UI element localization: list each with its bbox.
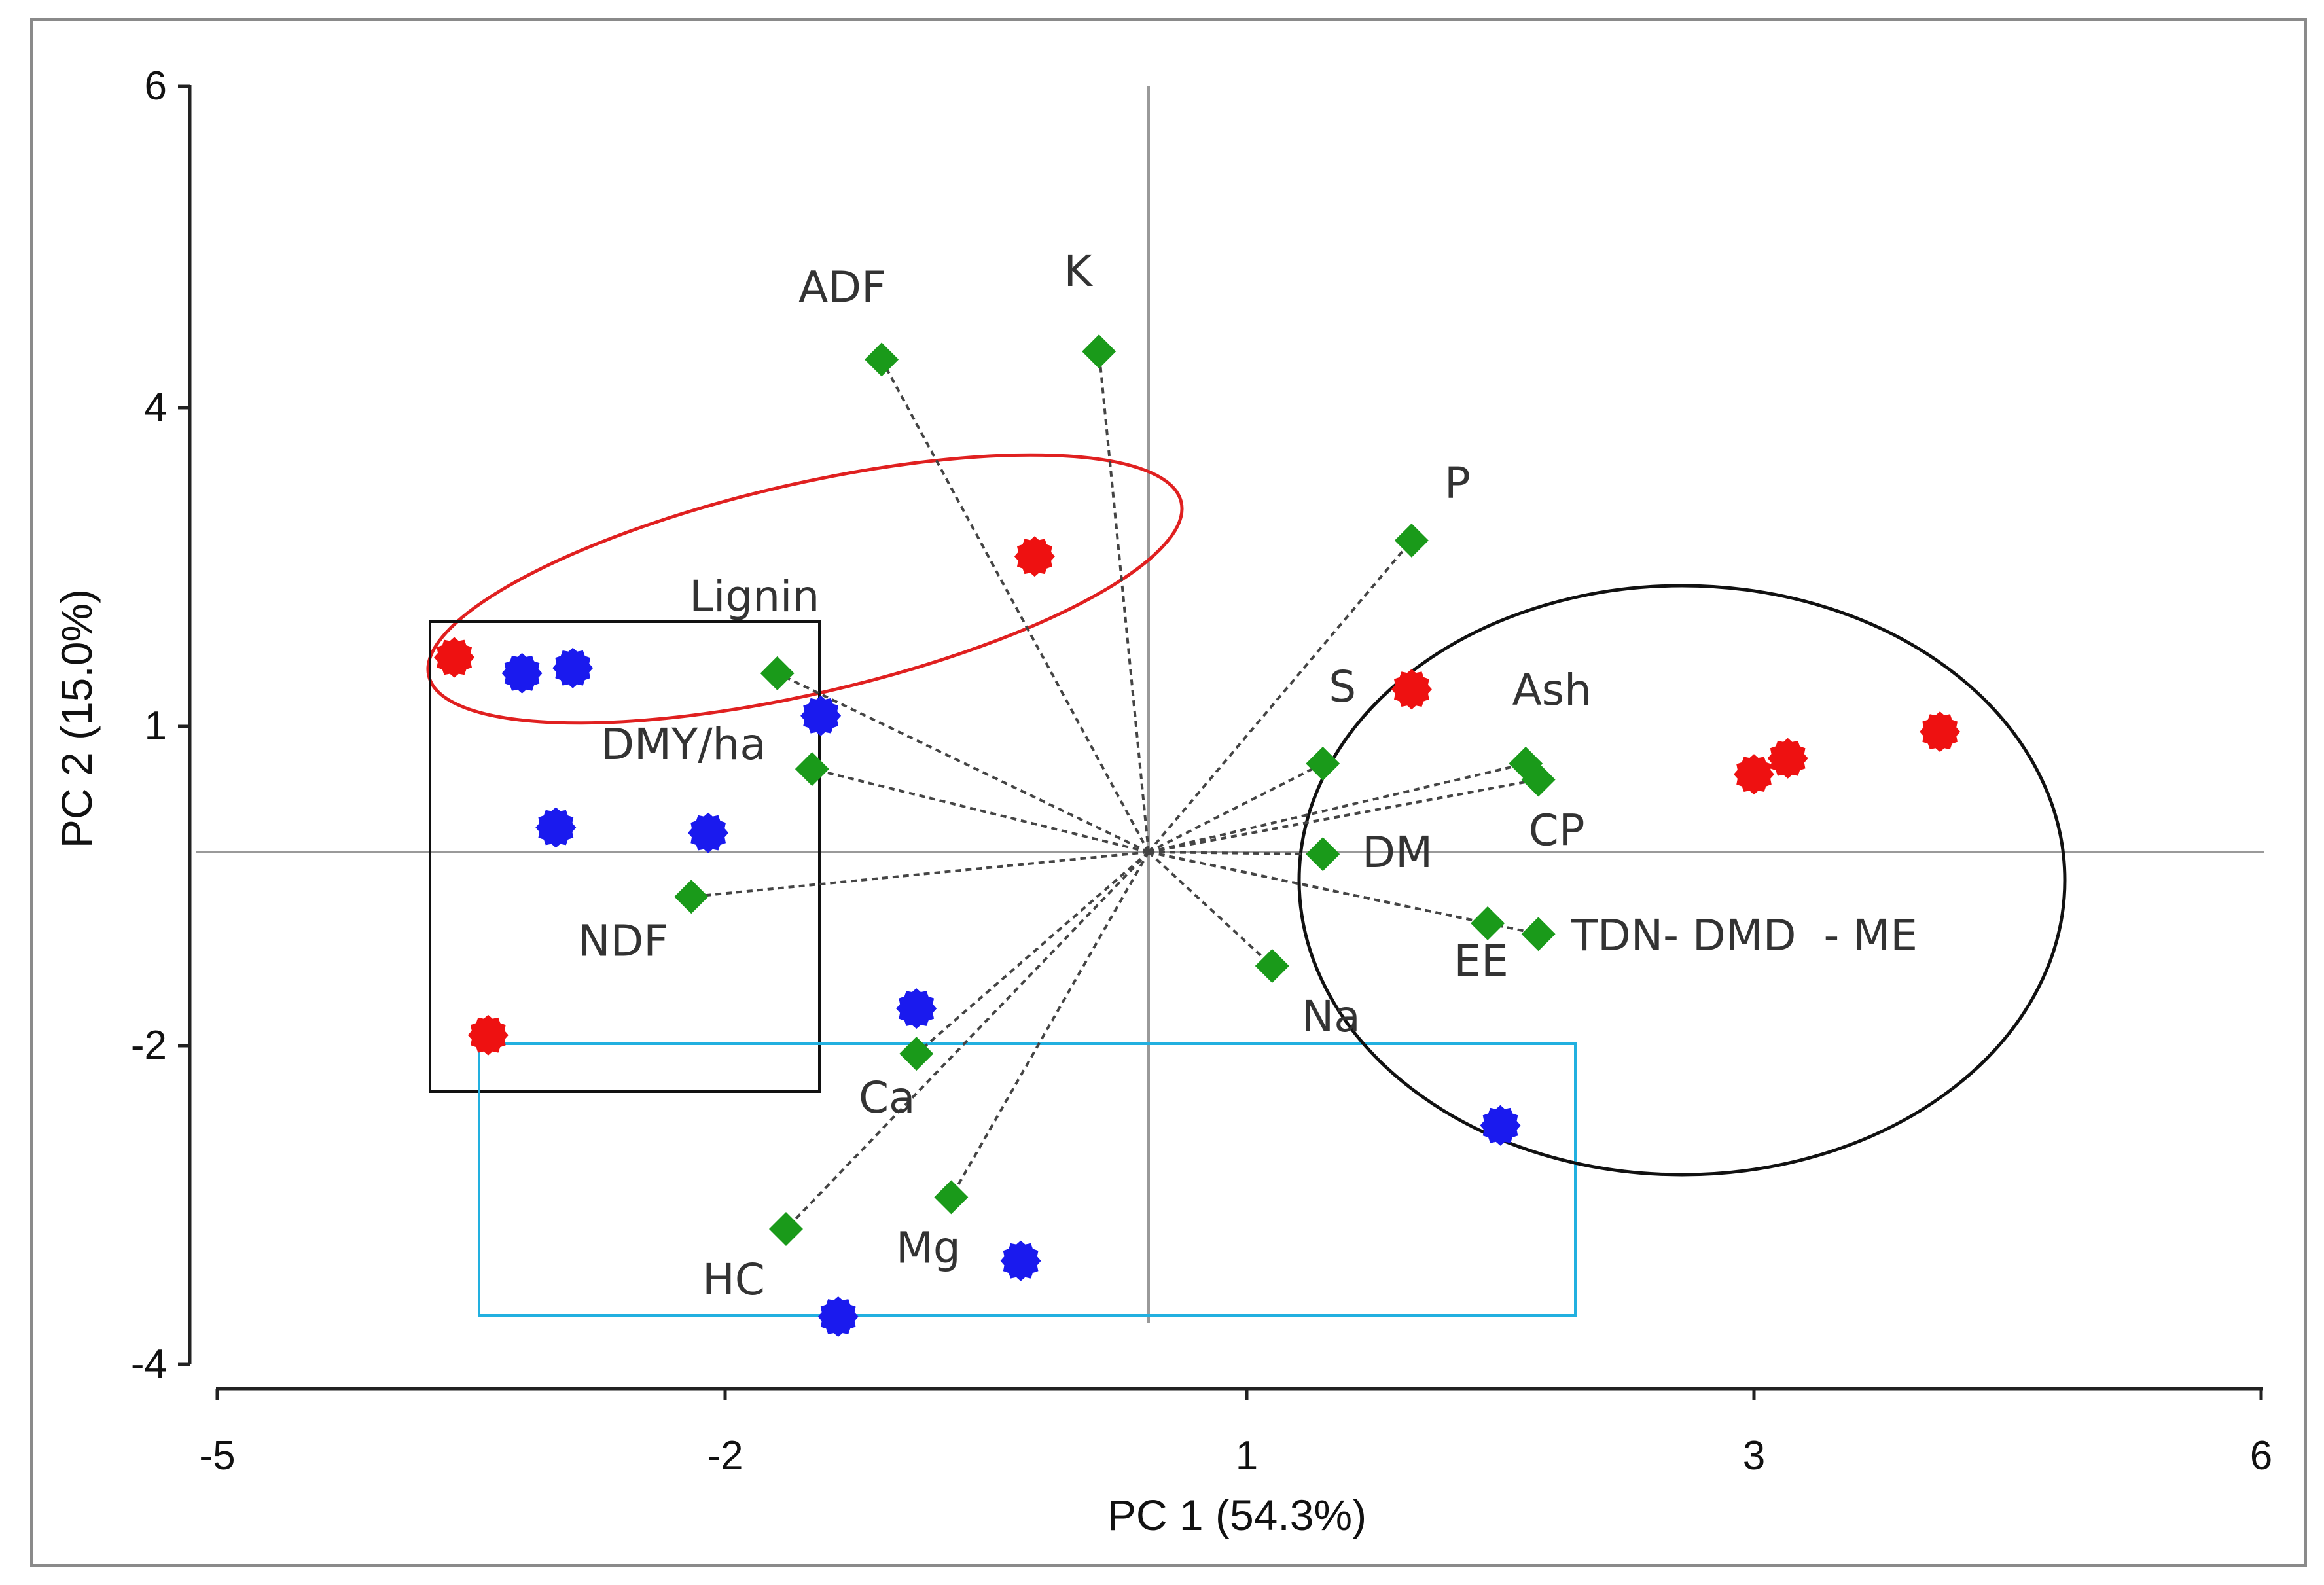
y-tick-label: 6 — [145, 63, 167, 109]
loading-label: Lignin — [689, 571, 819, 622]
loading-marker — [1082, 334, 1117, 369]
loading-marker — [1521, 917, 1556, 952]
loading-label: ADF — [798, 262, 886, 312]
loading-label: Mg — [896, 1222, 961, 1273]
blue-sample-point — [535, 807, 577, 848]
loading-label: HC — [702, 1255, 765, 1305]
blue-sample-point — [800, 695, 842, 736]
y-tick-label: -4 — [131, 1342, 167, 1387]
loading-line — [1148, 851, 1323, 856]
black-group-ellipse — [1297, 584, 2067, 1177]
y-ticks: 6 4 1 -2 -4 — [131, 63, 190, 1387]
loading-marker — [768, 1212, 803, 1247]
sample-points — [434, 536, 1961, 1337]
loading-line — [1147, 851, 1274, 967]
loading-line — [950, 851, 1150, 1198]
loading-label: TDN- DMD - ME — [1571, 910, 1918, 961]
red-sample-point — [1767, 738, 1808, 779]
loading-lines — [691, 351, 1539, 1230]
loading-line — [1148, 851, 1539, 936]
loading-line — [1147, 539, 1413, 853]
loading-marker — [1521, 762, 1556, 797]
loading-marker — [899, 1037, 934, 1071]
y-tick-label: 4 — [145, 385, 167, 430]
x-ticks: -5 -2 1 3 6 — [199, 1389, 2272, 1478]
loading-label: Ca — [859, 1073, 916, 1123]
x-tick-label: 6 — [2250, 1433, 2272, 1478]
red-sample-point — [1014, 536, 1055, 577]
x-tick-label: 3 — [1743, 1433, 1765, 1478]
x-tick-label: -5 — [199, 1433, 235, 1478]
chart-frame — [30, 18, 2307, 1567]
cyan-group-box — [478, 1042, 1577, 1317]
loading-marker — [1255, 949, 1289, 983]
loading-label: K — [1064, 246, 1094, 296]
blue-sample-point — [1480, 1105, 1521, 1146]
red-sample-point — [467, 1014, 509, 1056]
loading-marker — [934, 1180, 969, 1215]
loading-label: Ash — [1512, 665, 1592, 715]
loading-line — [1098, 351, 1150, 853]
red-sample-point — [1920, 711, 1961, 753]
grouping-annotations — [426, 453, 2067, 1317]
loading-label: CP — [1529, 805, 1585, 855]
loading-label: P — [1444, 458, 1471, 508]
loading-line — [691, 851, 1149, 899]
blue-sample-point — [1000, 1240, 1041, 1281]
y-tick-label: 1 — [145, 703, 167, 749]
loading-markers — [674, 334, 1556, 1247]
loading-marker — [865, 342, 899, 377]
loading-marker — [1306, 746, 1340, 781]
x-tick-label: 1 — [1236, 1433, 1258, 1478]
y-axis-title: PC 2 (15.0%) — [52, 589, 101, 848]
loading-label: NDF — [578, 916, 668, 966]
blue-sample-point — [688, 812, 729, 853]
blue-sample-point — [896, 988, 937, 1029]
loading-labels: ADF K Lignin DMY/ha NDF P S Ash CP DM EE TDN- DMD -… — [578, 246, 1918, 1305]
loading-label: DMY/ha — [601, 719, 766, 770]
loading-line — [776, 672, 1149, 853]
loading-line — [1148, 778, 1539, 853]
loading-line — [812, 768, 1149, 853]
red-sample-point — [434, 637, 475, 678]
loading-marker — [760, 656, 795, 690]
loading-line — [1148, 762, 1324, 853]
blue-sample-point — [501, 652, 543, 694]
loading-line — [915, 851, 1150, 1055]
loading-marker — [1394, 523, 1429, 558]
loading-marker — [1471, 906, 1505, 940]
blue-sample-point — [817, 1296, 859, 1337]
loading-label: Na — [1302, 991, 1361, 1042]
x-axis-title: PC 1 (54.3%) — [1107, 1491, 1367, 1539]
black-group-box — [429, 620, 821, 1093]
y-tick-label: -2 — [131, 1023, 167, 1068]
loading-line — [785, 851, 1150, 1230]
red-sample-point — [1734, 754, 1774, 795]
loading-label: EE — [1454, 936, 1508, 986]
x-tick-label: -2 — [707, 1433, 743, 1478]
loading-marker — [1306, 837, 1340, 872]
loading-marker — [795, 752, 829, 787]
loading-marker — [674, 880, 709, 914]
loading-label: DM — [1362, 827, 1433, 878]
loading-line — [1148, 762, 1526, 853]
blue-sample-point — [552, 647, 594, 688]
loading-label: S — [1329, 662, 1356, 712]
red-sample-point — [1391, 669, 1432, 710]
